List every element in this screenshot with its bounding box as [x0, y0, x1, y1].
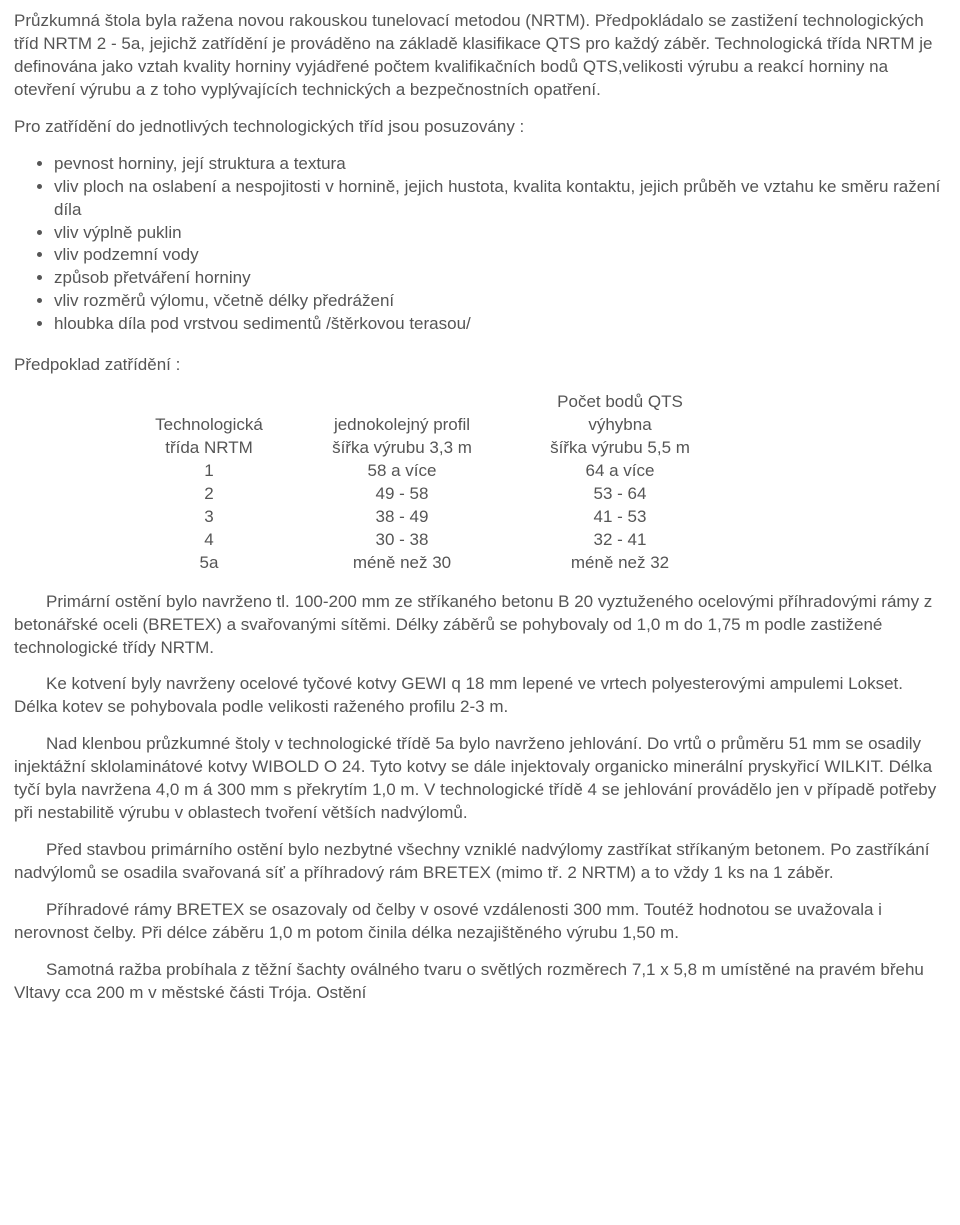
qts-table-wrap: Počet bodů QTS Technologická jednokolejn…: [134, 391, 946, 575]
table-cell: 1: [134, 460, 302, 483]
paragraph-bretex: Příhradové rámy BRETEX se osazovaly od č…: [14, 899, 946, 945]
criteria-list: pevnost horniny, její struktura a textur…: [14, 153, 946, 337]
table-cell: 38 - 49: [302, 506, 520, 529]
paragraph-overbreak: Před stavbou primárního ostění bylo nezb…: [14, 839, 946, 885]
table-cell: 2: [134, 483, 302, 506]
table-cell: 32 - 41: [520, 529, 738, 552]
paragraph-criteria-intro: Pro zatřídění do jednotlivých technologi…: [14, 116, 946, 139]
table-row: 2 49 - 58 53 - 64: [134, 483, 738, 506]
table-header-row-1: Technologická jednokolejný profil výhybn…: [134, 414, 738, 437]
list-item: vliv výplně puklin: [54, 222, 946, 245]
table-header-cell: třída NRTM: [134, 437, 302, 460]
list-item: hloubka díla pod vrstvou sedimentů /štěr…: [54, 313, 946, 336]
table-cell: 64 a více: [520, 460, 738, 483]
table-header-row-2: třída NRTM šířka výrubu 3,3 m šířka výru…: [134, 437, 738, 460]
paragraph-assumption: Předpoklad zatřídění :: [14, 354, 946, 377]
paragraph-anchoring: Ke kotvení byly navrženy ocelové tyčové …: [14, 673, 946, 719]
table-row: 4 30 - 38 32 - 41: [134, 529, 738, 552]
table-header-cell: šířka výrubu 3,3 m: [302, 437, 520, 460]
table-cell: méně než 30: [302, 552, 520, 575]
list-item: pevnost horniny, její struktura a textur…: [54, 153, 946, 176]
table-row: 1 58 a více 64 a více: [134, 460, 738, 483]
table-cell: 49 - 58: [302, 483, 520, 506]
list-item: vliv rozměrů výlomu, včetně délky předrá…: [54, 290, 946, 313]
table-cell: 41 - 53: [520, 506, 738, 529]
qts-table-title: Počet bodů QTS: [294, 391, 946, 414]
paragraph-intro: Průzkumná štola byla ražena novou rakous…: [14, 10, 946, 102]
list-item: způsob přetváření horniny: [54, 267, 946, 290]
table-row: 3 38 - 49 41 - 53: [134, 506, 738, 529]
table-cell: 3: [134, 506, 302, 529]
table-header-cell: jednokolejný profil: [302, 414, 520, 437]
paragraph-spiling: Nad klenbou průzkumné štoly v technologi…: [14, 733, 946, 825]
table-cell: 53 - 64: [520, 483, 738, 506]
table-row: 5a méně než 30 méně než 32: [134, 552, 738, 575]
list-item: vliv podzemní vody: [54, 244, 946, 267]
paragraph-primary-lining: Primární ostění bylo navrženo tl. 100-20…: [14, 591, 946, 660]
table-cell: 5a: [134, 552, 302, 575]
table-cell: 4: [134, 529, 302, 552]
table-cell: 30 - 38: [302, 529, 520, 552]
qts-table: Technologická jednokolejný profil výhybn…: [134, 414, 738, 575]
list-item: vliv ploch na oslabení a nespojitosti v …: [54, 176, 946, 222]
table-cell: méně než 32: [520, 552, 738, 575]
table-header-cell: šířka výrubu 5,5 m: [520, 437, 738, 460]
table-header-cell: Technologická: [134, 414, 302, 437]
table-header-cell: výhybna: [520, 414, 738, 437]
table-cell: 58 a více: [302, 460, 520, 483]
paragraph-excavation: Samotná ražba probíhala z těžní šachty o…: [14, 959, 946, 1005]
